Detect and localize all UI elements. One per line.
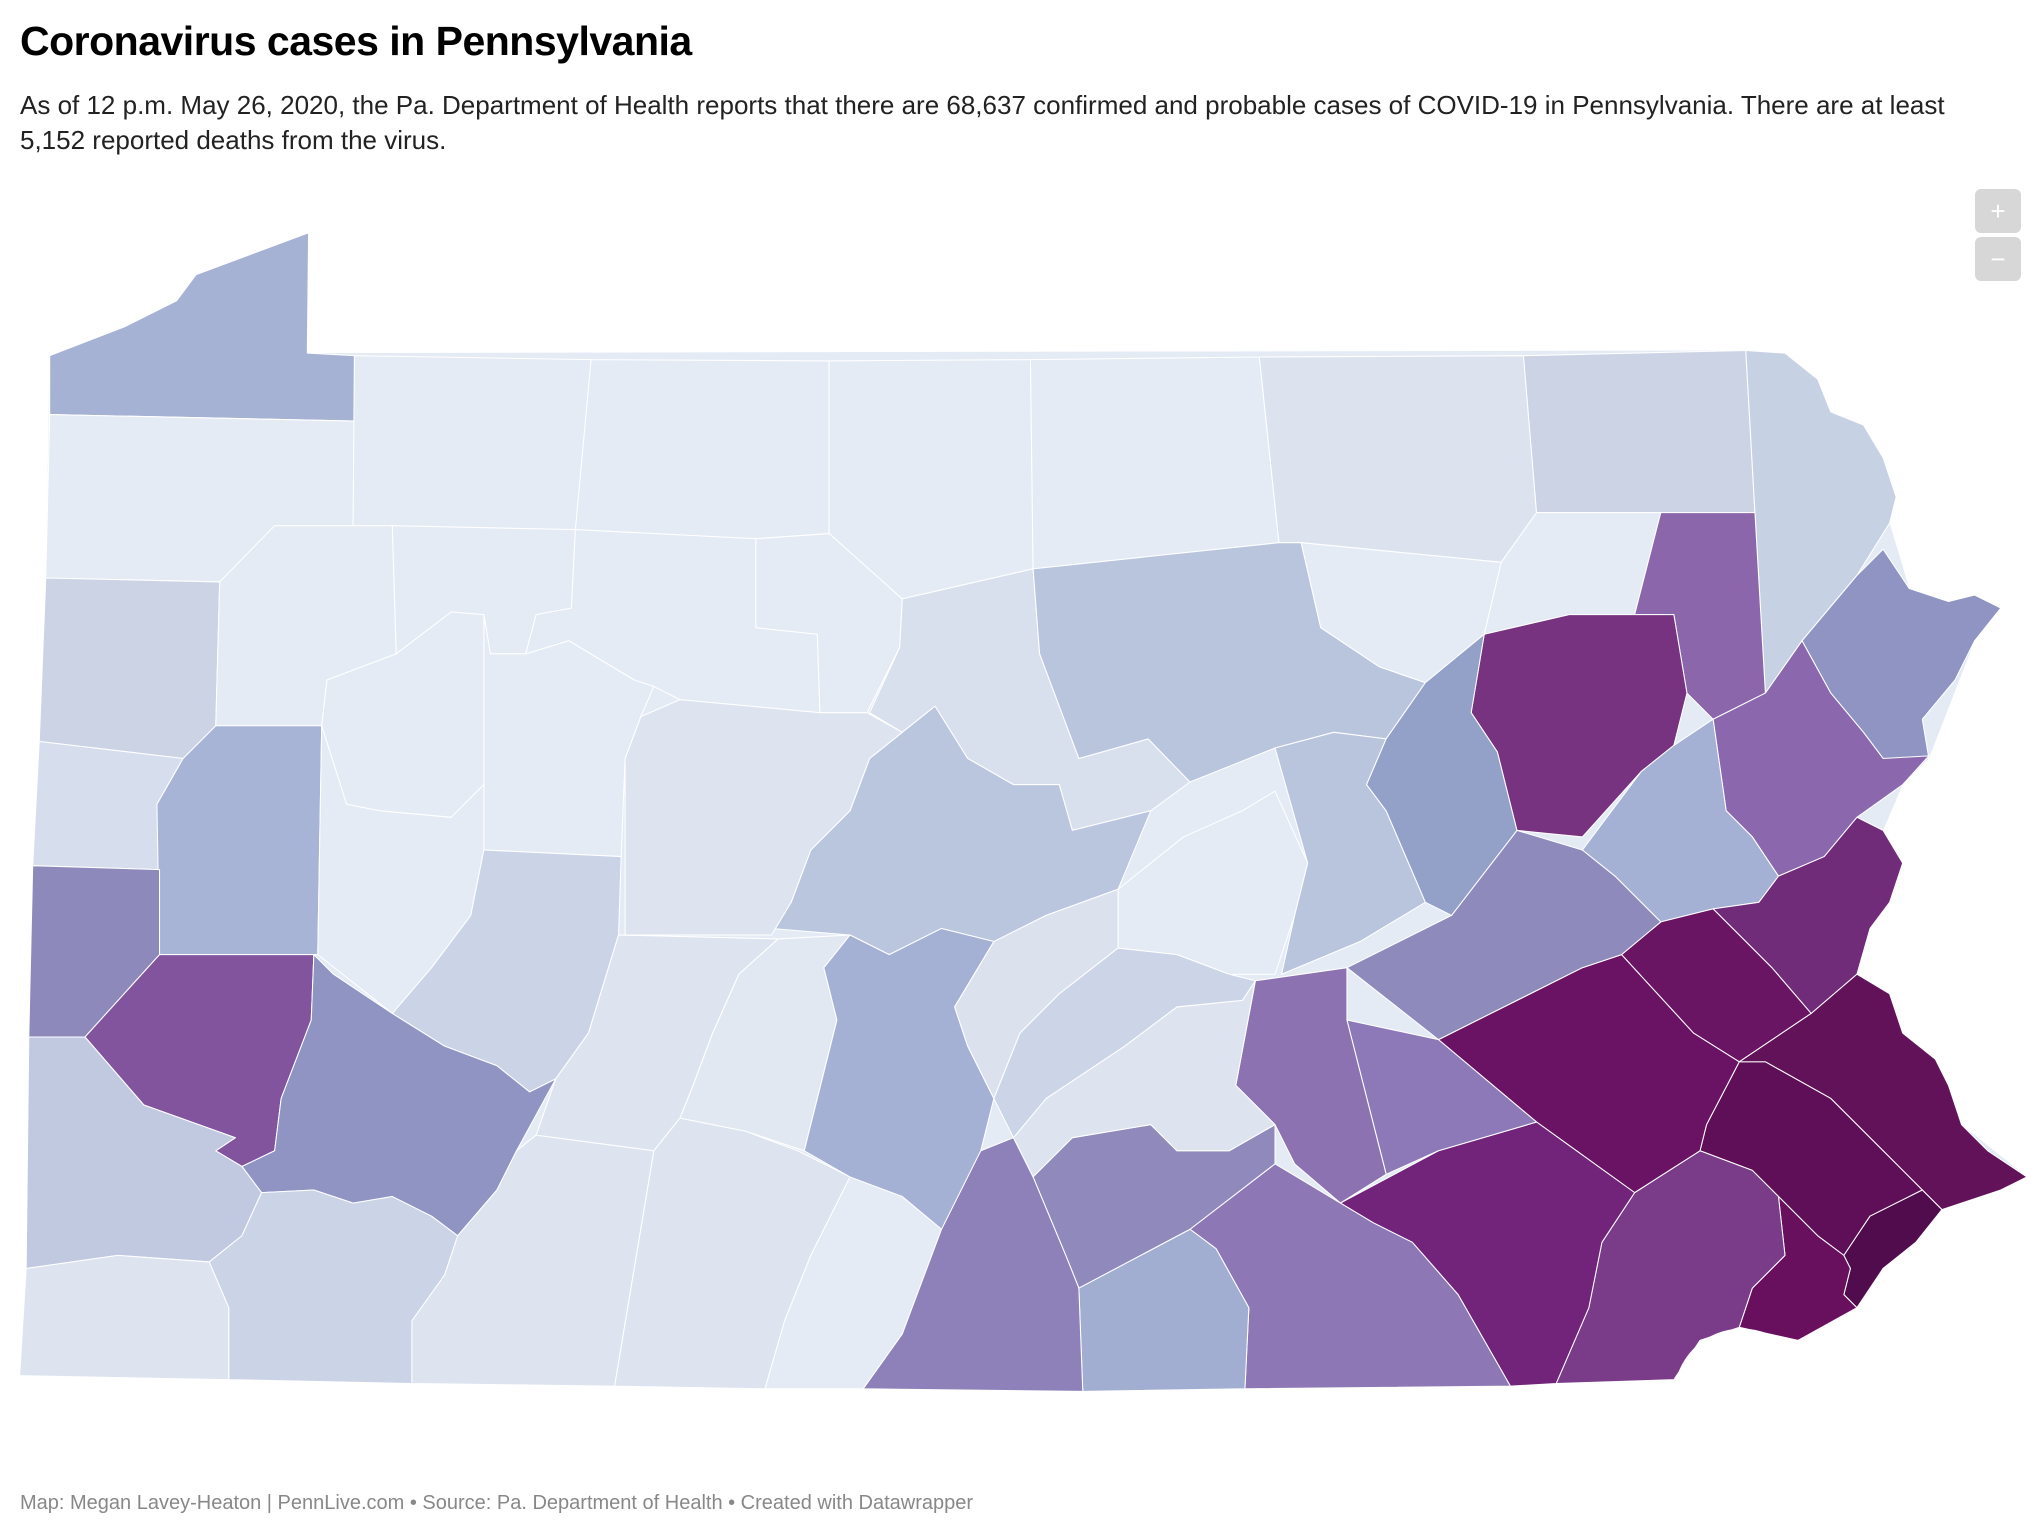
footer-credit: Map: Megan Lavey-Heaton | PennLive.com •… <box>20 1492 974 1514</box>
county-region[interactable] <box>156 725 323 956</box>
chart-subtitle: As of 12 p.m. May 26, 2020, the Pa. Depa… <box>20 90 1945 155</box>
county-region[interactable] <box>1522 349 1756 514</box>
county-region[interactable] <box>1366 633 1518 916</box>
zoom-out-button[interactable]: − <box>1975 237 2021 281</box>
county-region[interactable] <box>803 927 995 1230</box>
county-region[interactable] <box>624 699 903 936</box>
county-region[interactable] <box>38 577 221 759</box>
county-region[interactable] <box>993 947 1256 1139</box>
county-region[interactable] <box>19 1254 230 1381</box>
county-region[interactable] <box>1258 355 1538 563</box>
map-bottom-mask <box>0 1391 2040 1470</box>
county-region[interactable] <box>49 232 357 422</box>
chart-title: Coronavirus cases in Pennsylvania <box>20 18 692 64</box>
county-region[interactable] <box>574 359 830 540</box>
county-region[interactable] <box>352 355 592 531</box>
county-region[interactable] <box>208 1189 459 1385</box>
zoom-in-button[interactable]: + <box>1975 189 2021 233</box>
county-region[interactable] <box>1029 356 1280 570</box>
